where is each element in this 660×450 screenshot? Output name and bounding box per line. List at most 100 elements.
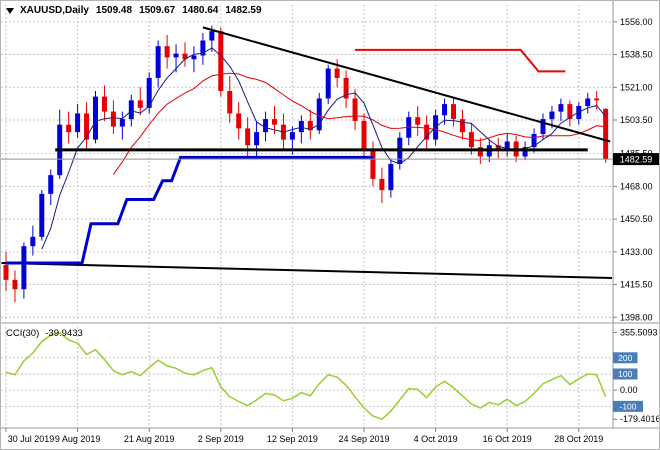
chart-shift-icon[interactable] [6,7,14,14]
separators [1,1,659,429]
candle [30,225,36,256]
candle [567,100,573,127]
candle [263,111,269,142]
candles [3,25,609,303]
time-axis-label: 21 Aug 2019 [124,434,175,444]
candle [155,40,161,88]
candle [39,190,45,241]
time-axis[interactable]: 30 Jul 2019 9 Aug 2019 21 Aug 2019 2 Sep 20… [5,428,603,444]
candle [316,92,322,135]
candle [182,42,188,67]
time-axis-label: 24 Sep 2019 [338,434,389,444]
ma-slow-line [112,72,606,175]
chart-title: XAUUSD,Daily 1509.48 1509.67 1480.64 148… [6,5,262,16]
price-axis-label: 1415.50 [620,280,653,290]
ohlc-open: 1509.48 [95,5,133,16]
ohlc-close: 1482.59 [225,5,262,16]
price-axis[interactable]: 1556.001538.501521.001503.501485.501468.… [613,17,660,322]
candle [236,102,242,140]
indicator-name: CCI(30) [6,328,40,339]
cci-level-badge [613,400,643,412]
cci-extreme-label: 355.5093 [620,328,658,338]
time-axis-label: 2 Sep 2019 [198,434,244,444]
price-axis-label: 1538.50 [620,50,653,60]
cci-indicator [5,331,607,421]
candle [3,251,9,292]
candle [451,96,456,127]
candle [164,34,170,69]
candle [66,111,72,144]
cci-line [5,331,607,421]
ohlc-high: 1509.67 [139,5,176,16]
indicator-label: CCI(30) -39.9433 [6,328,83,339]
candle [84,102,90,151]
resistance-line-red[interactable] [355,48,566,73]
candle [200,33,206,65]
cci-level-badge [613,368,638,380]
time-axis-label: 16 Oct 2019 [483,434,532,444]
candle [558,98,564,121]
cci-level-badge-text: 100 [618,369,632,379]
candle [75,104,81,138]
cci-level-badge [613,352,638,364]
cci-level-label: 0.00 [620,385,638,395]
chart-objects[interactable] [1,26,613,279]
candle [272,105,277,135]
price-axis-label: 1521.00 [620,82,653,92]
candle [191,46,197,73]
candle [504,134,510,157]
price-axis-label: 1433.00 [620,247,653,257]
time-axis-label: 28 Oct 2019 [554,434,603,444]
candle [585,92,591,114]
price-axis-label: 1450.50 [620,214,653,224]
lower-trendline[interactable] [1,262,613,279]
candle [48,169,54,206]
candle [93,91,98,144]
stepped-support-blue[interactable] [6,155,373,265]
price-axis-label: 1556.00 [620,17,653,27]
candle [21,242,27,299]
candle [254,120,260,159]
candle [101,85,107,121]
cci-extreme-label: -179.4016 [620,414,660,424]
candle [459,109,465,140]
current-price-badge-text: 1482.59 [620,155,653,165]
candle [325,64,331,105]
descending-trendline[interactable] [202,26,611,143]
cci-level-badge-text: 200 [618,353,632,363]
time-axis-label: 12 Sep 2019 [267,434,318,444]
candle [218,27,224,97]
candle [173,44,179,73]
candle [540,113,546,140]
candle [379,167,385,204]
candle [594,91,600,110]
cci-axis[interactable]: 355.5093 -179.4016 200 100 0.00 -100 [613,328,660,425]
candle [495,137,501,159]
candle [388,158,394,198]
time-axis-label: 30 Jul 2019 [8,434,55,444]
cci-level-badge-text: -100 [619,401,636,411]
time-axis-label: 4 Oct 2019 [414,434,458,444]
candle [227,76,233,123]
current-price-badge [613,153,659,166]
candle [415,105,421,136]
price-axis-label: 1468.00 [620,181,653,191]
symbol-timeframe-label: XAUUSD,Daily [20,5,89,16]
price-axis-label: 1503.50 [620,115,653,125]
candle [406,111,412,146]
candle [334,59,340,88]
candle [603,108,609,163]
candle [137,87,143,116]
candle [12,270,18,303]
time-axis-label: 9 Aug 2019 [55,434,101,444]
price-axis-label: 1398.00 [620,312,653,322]
candle [424,115,430,149]
ohlc-low: 1480.64 [182,5,219,16]
candle [307,109,313,140]
candle [370,141,376,187]
candle [343,70,349,108]
candle [119,111,125,140]
indicator-value: -39.9433 [45,328,83,339]
